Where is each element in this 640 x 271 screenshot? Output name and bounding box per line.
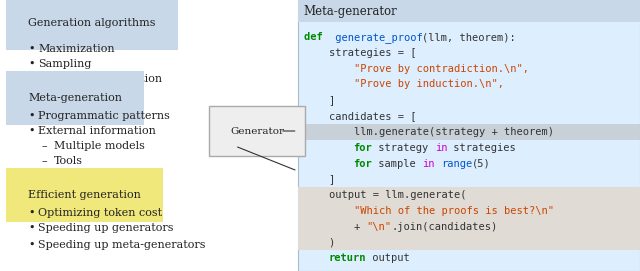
Text: in: in — [422, 159, 435, 169]
Text: •: • — [28, 44, 35, 54]
Text: Meta-generation: Meta-generation — [28, 93, 122, 103]
Text: 1.: 1. — [10, 18, 20, 28]
Bar — [298, 235, 640, 250]
Text: Sampling: Sampling — [38, 59, 92, 69]
Text: output = llm.generate(: output = llm.generate( — [303, 190, 466, 200]
Text: Speeding up meta-generators: Speeding up meta-generators — [38, 240, 205, 250]
Text: .join(candidates): .join(candidates) — [391, 222, 497, 232]
Text: Efficient generation: Efficient generation — [28, 190, 141, 200]
Text: strategies = [: strategies = [ — [303, 48, 416, 58]
Text: "Which of the proofs is best?\n": "Which of the proofs is best?\n" — [354, 206, 554, 216]
Text: 3.: 3. — [10, 190, 20, 200]
Text: sample: sample — [372, 159, 422, 169]
Text: Maximization: Maximization — [38, 44, 115, 54]
Text: Meta-generator: Meta-generator — [303, 5, 397, 18]
Text: strategies: strategies — [447, 143, 516, 153]
Text: –: – — [42, 171, 47, 181]
Text: llm.generate(strategy + theorem): llm.generate(strategy + theorem) — [303, 127, 554, 137]
Text: Tools: Tools — [54, 156, 83, 166]
Text: generate_proof: generate_proof — [328, 32, 422, 43]
Bar — [298, 0, 640, 271]
Text: •: • — [28, 240, 35, 250]
Text: ): ) — [303, 238, 335, 247]
Text: –: – — [42, 141, 47, 151]
Text: for: for — [354, 159, 372, 169]
Text: 2.: 2. — [10, 93, 20, 103]
Text: range: range — [441, 159, 472, 169]
Text: –: – — [42, 156, 47, 166]
Text: output: output — [366, 253, 410, 263]
Text: +: + — [303, 222, 366, 232]
Text: •: • — [28, 223, 35, 233]
Text: •: • — [28, 59, 35, 69]
Text: (llm, theorem):: (llm, theorem): — [422, 32, 516, 42]
Text: ]: ] — [303, 174, 335, 184]
Bar — [298, 124, 640, 140]
Text: in: in — [435, 143, 447, 153]
Text: strategy: strategy — [372, 143, 435, 153]
Text: •: • — [28, 111, 35, 121]
Text: •: • — [28, 74, 35, 84]
Text: def: def — [303, 32, 328, 42]
Text: •: • — [28, 208, 35, 218]
Text: "\n": "\n" — [366, 222, 391, 232]
Text: External information: External information — [38, 126, 156, 136]
Text: (5): (5) — [472, 159, 491, 169]
Text: Optimizing token cost: Optimizing token cost — [38, 208, 162, 218]
Bar — [298, 219, 640, 235]
Text: Programmatic patterns: Programmatic patterns — [38, 111, 170, 121]
Text: Multiple models: Multiple models — [54, 141, 145, 151]
Text: Speeding up generators: Speeding up generators — [38, 223, 173, 233]
Bar — [298, 187, 640, 203]
Text: Controlled generation: Controlled generation — [38, 74, 162, 84]
Text: Environments: Environments — [54, 171, 133, 181]
Text: "Prove by induction.\n",: "Prove by induction.\n", — [354, 79, 504, 89]
Text: return: return — [328, 253, 366, 263]
Text: Generation algorithms: Generation algorithms — [28, 18, 156, 28]
Text: "Prove by contradiction.\n",: "Prove by contradiction.\n", — [354, 64, 529, 74]
Text: ]: ] — [303, 95, 335, 105]
Bar — [298, 203, 640, 219]
Text: for: for — [354, 143, 372, 153]
Text: •: • — [28, 126, 35, 136]
Text: Generator: Generator — [230, 127, 284, 136]
Bar — [298, 0, 640, 22]
Text: candidates = [: candidates = [ — [303, 111, 416, 121]
